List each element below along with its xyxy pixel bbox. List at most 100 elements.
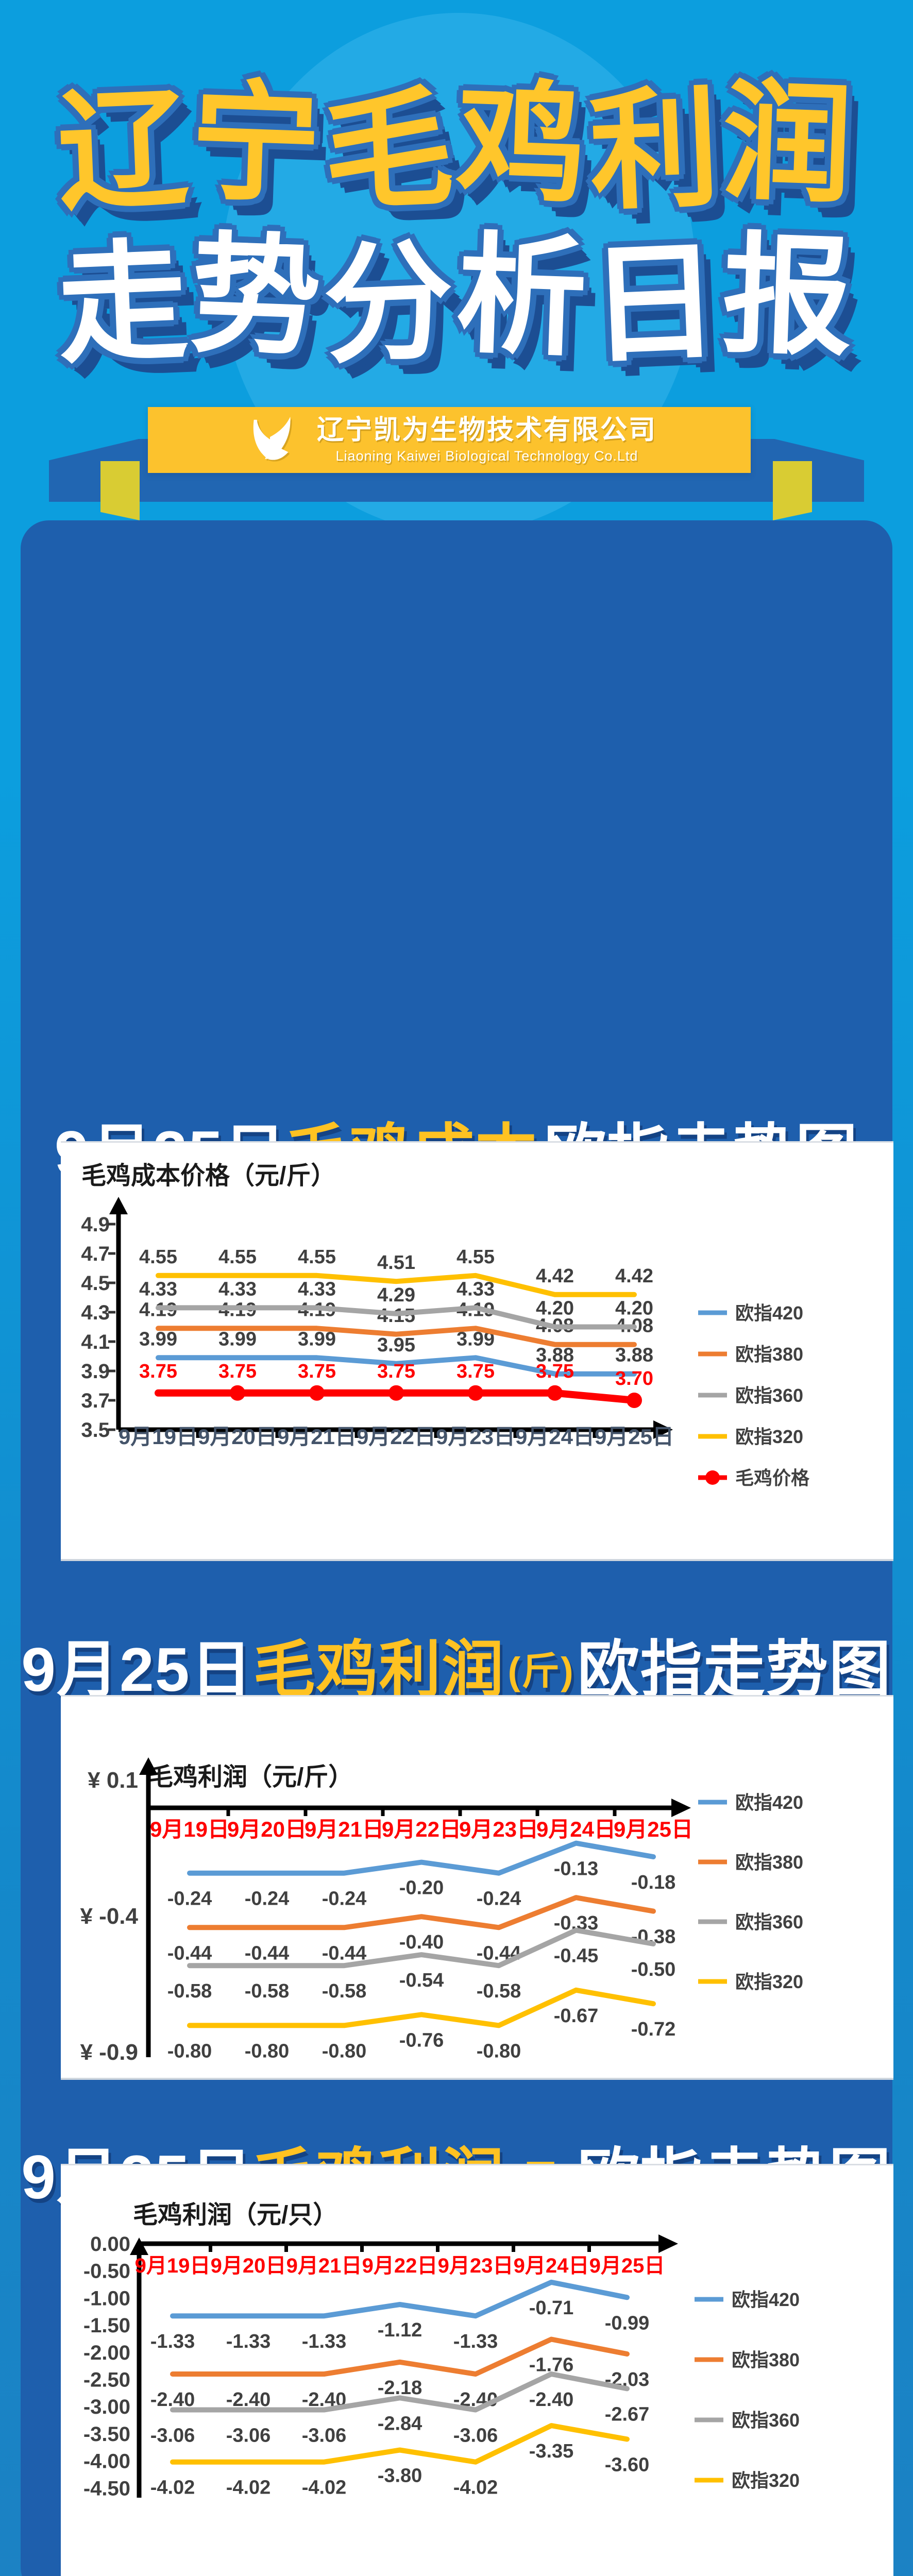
- svg-text:-2.40: -2.40: [529, 2389, 574, 2411]
- svg-text:-0.58: -0.58: [167, 1980, 212, 2002]
- svg-text:9月22日: 9月22日: [362, 2255, 438, 2277]
- svg-text:-0.58: -0.58: [245, 1980, 290, 2002]
- svg-text:9月19日: 9月19日: [150, 1817, 229, 1841]
- svg-text:欧指360: 欧指360: [732, 2410, 800, 2431]
- svg-text:4.33: 4.33: [298, 1278, 336, 1300]
- svg-text:4.3: 4.3: [81, 1301, 110, 1324]
- svg-text:3.75: 3.75: [218, 1361, 257, 1382]
- svg-text:-1.33: -1.33: [302, 2331, 347, 2352]
- svg-text:欧指380: 欧指380: [735, 1344, 803, 1365]
- svg-text:-0.67: -0.67: [554, 2005, 599, 2027]
- title-line-2: 走势分析日报: [55, 222, 858, 379]
- svg-text:9月20日: 9月20日: [211, 2255, 286, 2277]
- svg-text:欧指420: 欧指420: [735, 1792, 803, 1813]
- svg-text:4.20: 4.20: [536, 1298, 574, 1319]
- svg-text:-3.06: -3.06: [302, 2425, 347, 2447]
- svg-text:9月25日: 9月25日: [614, 1817, 693, 1841]
- svg-text:-1.33: -1.33: [150, 2331, 195, 2352]
- svg-text:-0.80: -0.80: [245, 2040, 290, 2062]
- profit-per-jin-chart-card: 毛鸡利润（元/斤） ¥ 0.1 ¥ -0.4 ¥ -0.9 9月19日 9月20日 9月21…: [61, 1695, 893, 2080]
- svg-text:4.33: 4.33: [457, 1278, 495, 1300]
- svg-text:9月22日: 9月22日: [382, 1817, 461, 1841]
- svg-text:-0.45: -0.45: [554, 1945, 599, 1967]
- svg-text:欧指360: 欧指360: [735, 1911, 803, 1933]
- section2-suffix: 欧指走势图: [577, 1635, 892, 1704]
- svg-text:9月20日: 9月20日: [227, 1817, 307, 1841]
- svg-text:4.55: 4.55: [457, 1246, 495, 1268]
- title-line-1: 辽宁毛鸡利润: [55, 69, 858, 226]
- svg-text:4.7: 4.7: [81, 1243, 110, 1265]
- svg-text:-4.00: -4.00: [83, 2450, 130, 2473]
- svg-text:-1.33: -1.33: [453, 2331, 498, 2352]
- svg-text:-3.06: -3.06: [453, 2425, 498, 2447]
- svg-text:-2.84: -2.84: [378, 2413, 422, 2434]
- svg-text:4.33: 4.33: [218, 1278, 257, 1300]
- svg-text:3.5: 3.5: [81, 1419, 110, 1442]
- svg-text:-0.80: -0.80: [477, 2040, 521, 2062]
- profit-per-bird-chart-card: 毛鸡利润（元/只） 0.00 -0.50 -1.00 -1.50 -2.00 -2.50 -3…: [61, 2164, 893, 2576]
- section2-date: 9月25日: [21, 1635, 253, 1704]
- svg-text:9月24日: 9月24日: [536, 1817, 616, 1841]
- cost-trend-chart: 毛鸡成本价格（元/斤） 3.5 3.7 3.9 4.1 4.3 4.5 4.7 4.9 9月19日…: [81, 1162, 810, 1488]
- svg-text:4.42: 4.42: [615, 1265, 653, 1287]
- svg-text:欧指420: 欧指420: [732, 2289, 800, 2310]
- svg-text:-0.13: -0.13: [554, 1858, 599, 1880]
- cost-chart-card: 毛鸡成本价格（元/斤） 3.5 3.7 3.9 4.1 4.3 4.5 4.7 4.9 9月19日…: [61, 1141, 893, 1561]
- svg-text:3.88: 3.88: [615, 1345, 653, 1366]
- svg-text:9月19日: 9月19日: [135, 2255, 211, 2277]
- svg-text:-0.44: -0.44: [245, 1942, 290, 1964]
- svg-text:毛鸡价格: 毛鸡价格: [735, 1467, 810, 1488]
- svg-text:9月24日: 9月24日: [514, 2255, 589, 2277]
- svg-text:3.7: 3.7: [81, 1389, 110, 1412]
- svg-text:9月22日: 9月22日: [357, 1425, 436, 1449]
- svg-text:-4.02: -4.02: [302, 2477, 347, 2499]
- svg-text:欧指320: 欧指320: [735, 1426, 803, 1447]
- svg-text:3.95: 3.95: [377, 1334, 415, 1356]
- svg-text:9月19日: 9月19日: [119, 1425, 198, 1449]
- svg-text:-2.50: -2.50: [83, 2369, 130, 2392]
- svg-text:-2.00: -2.00: [83, 2342, 130, 2364]
- svg-text:3.9: 3.9: [81, 1360, 110, 1383]
- svg-text:-3.60: -3.60: [605, 2454, 650, 2476]
- svg-text:-4.02: -4.02: [226, 2477, 271, 2499]
- svg-text:毛鸡利润（元/只）: 毛鸡利润（元/只）: [133, 2201, 337, 2229]
- section-header-profit-jin: 9月25日 毛鸡利润 (斤) 欧指走势图: [21, 1618, 892, 1710]
- svg-text:-0.50: -0.50: [83, 2260, 130, 2283]
- profit-per-bird-trend-chart: 毛鸡利润（元/只）0.00 -0.50 -1.00 -1.50 -2.00 -2.50 -3…: [83, 2201, 800, 2500]
- svg-text:-2.40: -2.40: [150, 2389, 195, 2411]
- svg-text:9月25日: 9月25日: [595, 1425, 674, 1449]
- svg-text:¥ 0.1: ¥ 0.1: [88, 1768, 138, 1793]
- svg-text:-4.02: -4.02: [150, 2477, 195, 2499]
- company-name-en: Liaoning Kaiwei Biological Technology Co…: [335, 448, 638, 464]
- svg-text:-1.00: -1.00: [83, 2287, 130, 2310]
- svg-text:4.55: 4.55: [298, 1246, 336, 1268]
- svg-text:9月21日: 9月21日: [286, 2255, 362, 2277]
- ribbon-tail-left: [100, 461, 140, 520]
- svg-text:3.75: 3.75: [536, 1361, 574, 1382]
- svg-text:-3.06: -3.06: [150, 2425, 195, 2447]
- svg-text:3.75: 3.75: [139, 1361, 177, 1382]
- svg-text:9月23日: 9月23日: [459, 1817, 538, 1841]
- svg-text:欧指320: 欧指320: [732, 2470, 800, 2491]
- svg-text:4.51: 4.51: [377, 1252, 415, 1274]
- svg-text:-2.40: -2.40: [226, 2389, 271, 2411]
- svg-text:-0.80: -0.80: [322, 2040, 367, 2062]
- svg-text:4.42: 4.42: [536, 1265, 574, 1287]
- svg-text:4.29: 4.29: [377, 1284, 415, 1306]
- company-ribbon: 辽宁凯为生物技术有限公司 Liaoning Kaiwei Biological …: [148, 407, 751, 473]
- svg-text:-3.50: -3.50: [83, 2423, 130, 2446]
- svg-text:-0.24: -0.24: [322, 1888, 367, 1910]
- svg-text:-0.76: -0.76: [399, 2029, 444, 2051]
- poster-title: 辽宁毛鸡利润 走势分析日报: [0, 69, 913, 379]
- profit-per-jin-trend-chart: 毛鸡利润（元/斤） ¥ 0.1 ¥ -0.4 ¥ -0.9 9月19日9月20日9月21…: [80, 1757, 803, 2065]
- svg-text:4.33: 4.33: [139, 1278, 177, 1300]
- svg-text:-0.54: -0.54: [399, 1970, 444, 1991]
- svg-text:9月23日: 9月23日: [436, 1425, 515, 1449]
- section2-unit: (斤): [508, 1650, 574, 1693]
- svg-text:毛鸡利润（元/斤）: 毛鸡利润（元/斤）: [148, 1764, 353, 1791]
- svg-text:-1.33: -1.33: [226, 2331, 271, 2352]
- svg-text:欧指380: 欧指380: [735, 1852, 803, 1873]
- svg-text:-0.24: -0.24: [245, 1888, 290, 1910]
- svg-text:3.99: 3.99: [218, 1328, 257, 1350]
